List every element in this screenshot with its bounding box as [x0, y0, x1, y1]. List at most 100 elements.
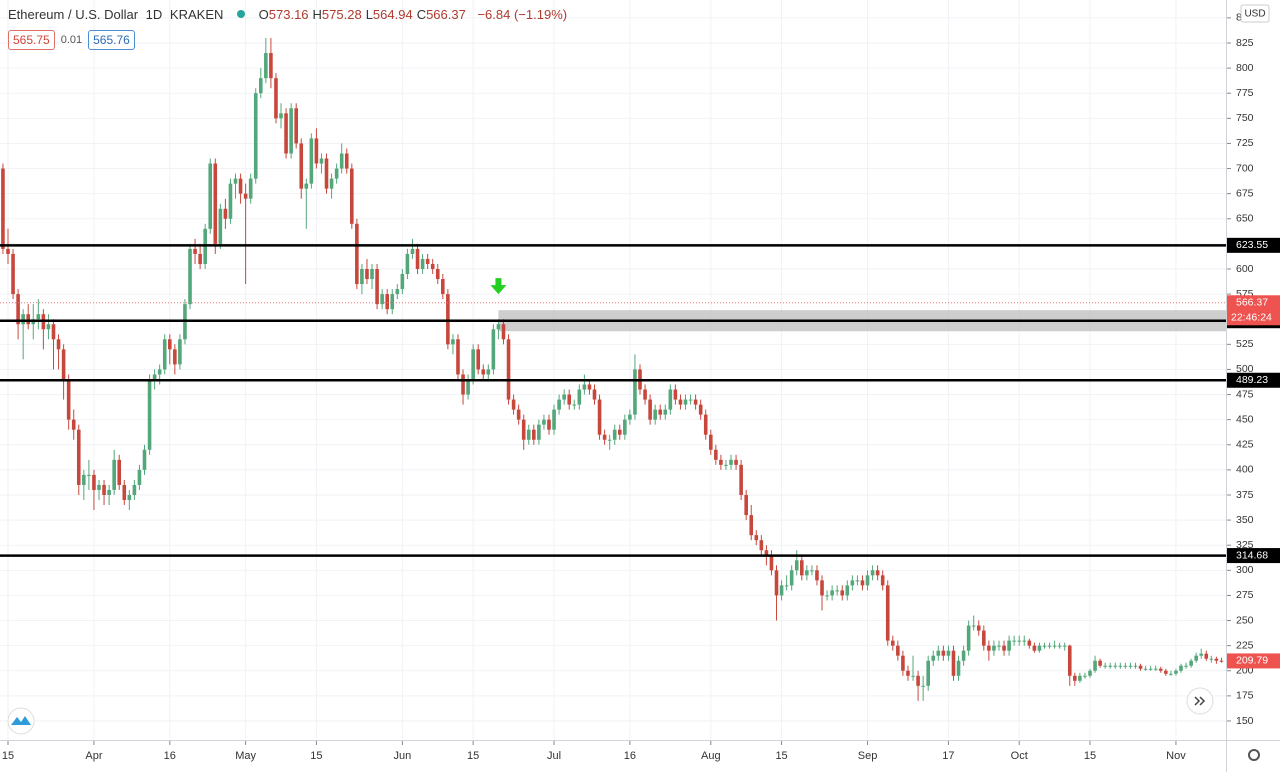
- logo[interactable]: [7, 707, 35, 735]
- candle-body: [16, 294, 20, 325]
- candle-body: [1138, 665, 1143, 669]
- candle-body: [941, 650, 946, 656]
- candle-body: [415, 248, 420, 269]
- candle-body: [896, 645, 900, 656]
- close-label-box: [1227, 653, 1280, 669]
- candle-body: [992, 645, 996, 651]
- candle-body: [501, 324, 506, 340]
- candle-body: [572, 404, 577, 406]
- candle-body: [1037, 645, 1042, 651]
- candle-body: [142, 449, 147, 470]
- settings-icon[interactable]: [1248, 749, 1260, 761]
- candle-body: [1027, 640, 1032, 646]
- x-tick-label: Sep: [858, 750, 878, 762]
- ohlc-label: L: [365, 7, 373, 22]
- candle-body: [926, 660, 930, 686]
- candle-body: [1184, 665, 1188, 667]
- candle-body: [855, 580, 860, 582]
- candle-body: [987, 645, 991, 651]
- candle-body: [82, 474, 86, 485]
- candle-body: [951, 650, 956, 676]
- candle-body: [623, 419, 627, 435]
- candle-body: [870, 570, 875, 576]
- candle-body: [360, 268, 364, 285]
- candle-body: [1164, 670, 1168, 674]
- y-tick-label: 700: [1236, 162, 1254, 174]
- candle-body: [1, 168, 5, 249]
- candle-body: [865, 575, 870, 586]
- last-price-box: [1227, 295, 1280, 326]
- candle-body: [1194, 655, 1198, 661]
- status-dot: [237, 10, 246, 18]
- ask[interactable]: 565.76: [88, 30, 135, 50]
- candle-body: [506, 339, 511, 400]
- candle-body: [299, 143, 304, 189]
- candle-body: [486, 369, 491, 375]
- candle-body: [405, 253, 410, 275]
- y-tick-label: 225: [1236, 639, 1254, 651]
- candle-body: [238, 178, 243, 194]
- candle-body: [658, 409, 663, 415]
- candle-body: [385, 294, 389, 310]
- candle-body: [461, 374, 465, 395]
- y-tick-label: 275: [1236, 589, 1254, 601]
- candle-body: [157, 369, 162, 375]
- candle-body: [643, 389, 647, 400]
- candle-body: [395, 289, 400, 295]
- candle-body: [668, 389, 673, 410]
- countdown: 22:46:24: [1231, 312, 1272, 324]
- candle-body: [542, 419, 546, 425]
- candle-body: [835, 590, 839, 592]
- candle-body: [997, 645, 1001, 647]
- candle-body: [683, 399, 688, 405]
- candle-body: [6, 248, 10, 254]
- candle-body: [815, 570, 819, 581]
- candle-body: [1199, 653, 1204, 656]
- candle-body: [400, 274, 405, 290]
- candle-body: [936, 650, 941, 656]
- y-tick-label: 725: [1236, 137, 1254, 149]
- candle-body: [223, 208, 228, 219]
- y-tick-label: 425: [1236, 439, 1254, 451]
- x-tick-label: 15: [310, 750, 322, 762]
- ohlc-label: H: [312, 7, 322, 22]
- candle-body: [592, 389, 597, 400]
- level-label: 314.68: [1236, 549, 1268, 561]
- candle-body: [693, 399, 698, 405]
- candle-body: [961, 650, 966, 661]
- candle-body: [21, 314, 25, 325]
- candle-body: [708, 434, 713, 450]
- candle-body: [1067, 645, 1072, 676]
- candle-body: [476, 349, 481, 370]
- candle-body: [805, 570, 809, 576]
- candle-body: [1214, 658, 1219, 661]
- candle-body: [425, 258, 430, 264]
- candle-body: [178, 339, 182, 365]
- candle-body: [1073, 675, 1077, 681]
- candle-body: [1032, 645, 1037, 651]
- candle-body: [269, 53, 273, 79]
- candle-body: [597, 399, 602, 435]
- candle-body: [1057, 645, 1062, 647]
- x-tick-label: 16: [164, 750, 176, 762]
- candle-body: [567, 394, 572, 405]
- x-tick-label: 15: [2, 750, 14, 762]
- candle-body: [1209, 658, 1214, 660]
- candle-body: [891, 640, 895, 646]
- candle-body: [971, 625, 976, 627]
- candle-body: [648, 399, 652, 420]
- candle-body: [213, 163, 218, 244]
- ohlc-label: O: [258, 7, 269, 22]
- candle-body: [729, 459, 733, 465]
- candle-body: [420, 258, 425, 269]
- bid[interactable]: 565.75: [8, 30, 55, 50]
- ohlc-label: C: [416, 7, 427, 22]
- candle-body: [612, 429, 617, 440]
- candle-body: [294, 108, 298, 144]
- scroll-icon: [1194, 696, 1206, 706]
- candle-body: [218, 208, 223, 244]
- candle-body: [1012, 640, 1016, 642]
- candle-body: [875, 570, 880, 576]
- candle-body: [825, 595, 829, 597]
